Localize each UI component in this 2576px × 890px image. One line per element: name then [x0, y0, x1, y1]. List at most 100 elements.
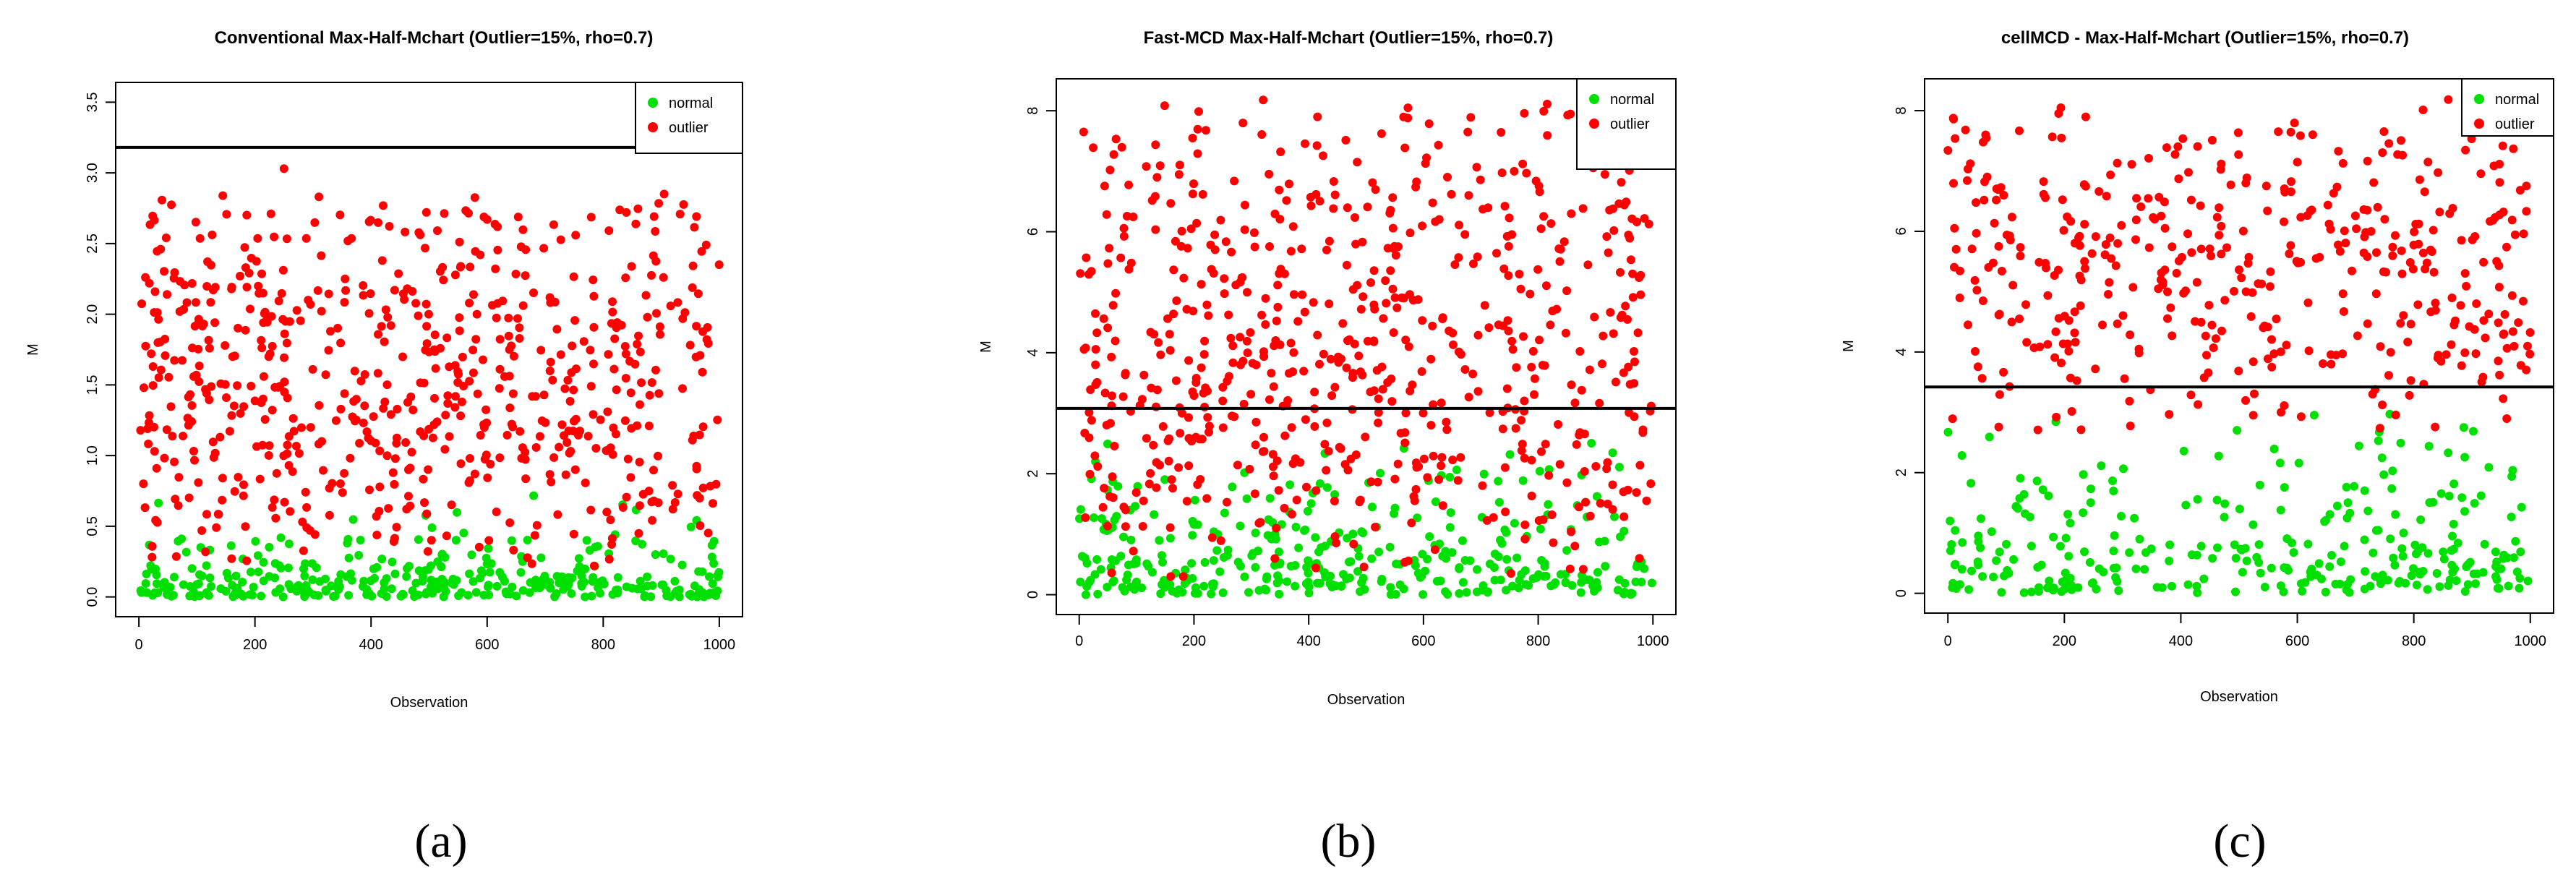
y-tick-label: 8 — [1025, 107, 1041, 115]
point-normal — [497, 573, 507, 581]
point-outlier — [1374, 418, 1383, 427]
point-normal — [1997, 588, 2006, 597]
point-outlier — [1359, 562, 1369, 572]
point-outlier — [1175, 161, 1184, 170]
point-normal — [1608, 448, 1617, 458]
point-outlier — [539, 390, 549, 400]
point-normal — [2480, 539, 2489, 549]
point-outlier — [335, 210, 345, 220]
point-normal — [1581, 575, 1591, 584]
point-outlier — [240, 243, 249, 252]
point-normal — [2383, 575, 2392, 585]
point-outlier — [607, 534, 617, 543]
point-outlier — [568, 341, 577, 351]
point-outlier — [336, 338, 346, 348]
point-outlier — [306, 423, 315, 432]
point-outlier — [1311, 563, 1320, 573]
point-outlier — [430, 347, 440, 356]
point-outlier — [1191, 432, 1201, 442]
point-outlier — [1121, 522, 1130, 531]
point-normal — [2015, 494, 2024, 503]
point-normal — [487, 559, 496, 568]
point-outlier — [2263, 354, 2272, 364]
point-outlier — [1199, 388, 1208, 398]
point-outlier — [581, 478, 590, 487]
point-normal — [231, 589, 239, 599]
point-outlier — [2209, 343, 2218, 352]
point-outlier — [1547, 510, 1557, 519]
point-normal — [2444, 581, 2453, 590]
point-outlier — [2263, 206, 2272, 215]
point-outlier — [161, 351, 170, 360]
point-outlier — [289, 427, 299, 436]
point-outlier — [1401, 335, 1411, 345]
point-normal — [291, 583, 301, 593]
point-normal — [1518, 476, 1528, 485]
point-outlier — [2373, 202, 2382, 212]
point-outlier — [511, 270, 521, 278]
point-outlier — [493, 245, 502, 254]
point-normal — [2435, 582, 2444, 591]
point-outlier — [1193, 124, 1202, 134]
point-outlier — [1306, 201, 1316, 210]
point-outlier — [1455, 221, 1464, 230]
point-outlier — [2516, 361, 2525, 370]
point-normal — [2309, 411, 2319, 420]
point-normal — [479, 591, 489, 600]
point-normal — [141, 579, 150, 588]
point-outlier — [163, 290, 172, 299]
point-outlier — [2326, 225, 2335, 234]
point-outlier — [274, 296, 283, 306]
point-outlier — [1223, 497, 1231, 507]
point-normal — [2509, 553, 2519, 562]
point-outlier — [382, 380, 392, 390]
point-outlier — [1099, 314, 1108, 323]
point-outlier — [2479, 316, 2489, 325]
point-normal — [2350, 482, 2359, 491]
point-outlier — [299, 546, 308, 555]
point-outlier — [2172, 268, 2181, 278]
point-outlier — [2431, 299, 2440, 308]
point-normal — [414, 566, 424, 575]
point-outlier — [1092, 328, 1102, 338]
point-outlier — [1628, 269, 1638, 278]
point-normal — [1490, 549, 1499, 559]
point-outlier — [423, 547, 432, 556]
point-outlier — [698, 483, 708, 492]
point-normal — [238, 578, 247, 587]
point-normal — [670, 576, 680, 586]
point-outlier — [419, 378, 429, 388]
point-outlier — [589, 322, 599, 332]
point-outlier — [1174, 463, 1184, 472]
point-outlier — [1963, 176, 1972, 185]
point-normal — [2336, 557, 2345, 566]
point-normal — [1489, 563, 1499, 572]
point-outlier — [2033, 425, 2042, 435]
point-normal — [1631, 577, 1640, 586]
point-outlier — [2207, 320, 2217, 330]
point-outlier — [2286, 127, 2295, 137]
point-outlier — [422, 509, 432, 518]
point-outlier — [1340, 460, 1350, 469]
point-outlier — [1093, 462, 1103, 471]
point-normal — [2469, 569, 2478, 578]
point-outlier — [1397, 293, 1406, 302]
point-normal — [1251, 562, 1260, 572]
point-outlier — [1243, 288, 1251, 297]
point-outlier — [390, 454, 400, 463]
data-points — [1075, 95, 1656, 599]
point-normal — [190, 592, 200, 602]
point-outlier — [189, 447, 198, 455]
point-normal — [1445, 473, 1455, 482]
point-normal — [2135, 534, 2144, 544]
point-normal — [2276, 505, 2285, 515]
point-outlier — [1092, 377, 1102, 387]
point-normal — [709, 559, 719, 568]
point-normal — [2327, 551, 2337, 560]
point-outlier — [523, 553, 532, 562]
point-outlier — [1164, 456, 1173, 466]
point-outlier — [297, 423, 306, 432]
point-outlier — [1149, 440, 1158, 450]
point-outlier — [1280, 503, 1289, 513]
point-normal — [1174, 585, 1184, 594]
